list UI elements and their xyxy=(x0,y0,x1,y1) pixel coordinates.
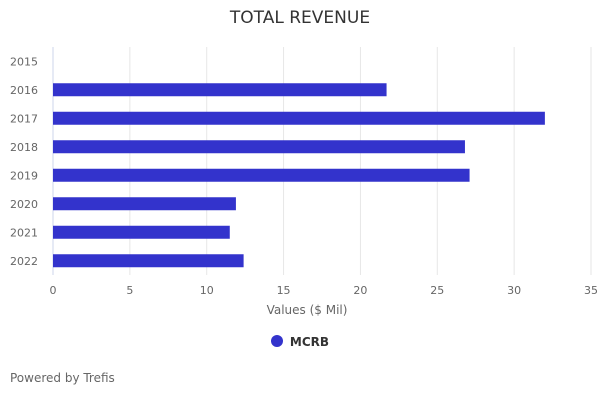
chart-title: TOTAL REVENUE xyxy=(229,8,371,28)
x-axis-title: Values ($ Mil) xyxy=(267,303,348,317)
bar-chart: 0 5 10 15 20 25 30 35 2015 2016 2017 2018 2019 2020 20… xyxy=(10,47,598,317)
legend[interactable]: MCRB xyxy=(0,335,600,349)
x-tick-label: 20 xyxy=(353,284,367,297)
bar[interactable] xyxy=(53,140,465,154)
bar[interactable] xyxy=(53,83,387,97)
y-tick-label: 2020 xyxy=(10,198,38,211)
x-tick-label: 0 xyxy=(50,284,57,297)
bar[interactable] xyxy=(53,197,236,211)
y-tick-label: 2022 xyxy=(10,255,38,268)
bar[interactable] xyxy=(53,254,244,268)
legend-label: MCRB xyxy=(289,335,330,349)
x-tick-label: 10 xyxy=(200,284,214,297)
x-tick-label: 35 xyxy=(584,284,598,297)
y-tick-label: 2017 xyxy=(10,112,38,125)
bar[interactable] xyxy=(53,168,470,182)
x-tick-label: 25 xyxy=(430,284,444,297)
legend-marker xyxy=(270,335,283,347)
bar[interactable] xyxy=(53,225,230,239)
y-tick-label: 2016 xyxy=(10,84,38,97)
y-tick-label: 2019 xyxy=(10,169,38,182)
y-tick-label: 2021 xyxy=(10,226,38,239)
y-tick-label: 2015 xyxy=(10,55,38,68)
x-tick-label: 15 xyxy=(277,284,291,297)
x-tick-label: 30 xyxy=(507,284,521,297)
bar[interactable] xyxy=(53,111,545,125)
y-tick-label: 2018 xyxy=(10,141,38,154)
powered-by-credit[interactable]: Powered by Trefis xyxy=(10,371,115,385)
x-tick-label: 5 xyxy=(126,284,133,297)
